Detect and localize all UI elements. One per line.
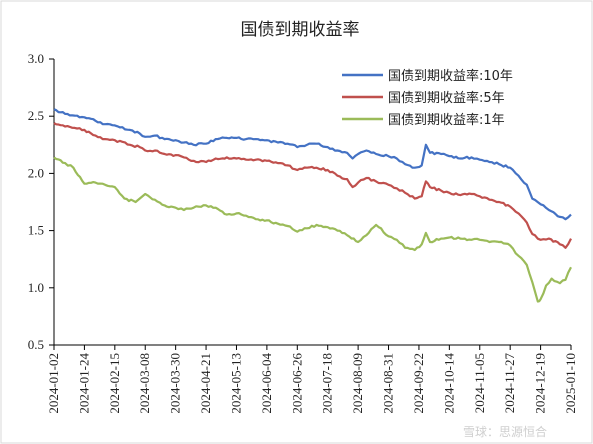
- y-tick-label: 2.0: [28, 165, 44, 180]
- legend-label: 国债到期收益率:1年: [388, 112, 505, 128]
- y-tick-label: 1.0: [28, 280, 44, 295]
- x-tick-label: 2024-11-05: [472, 353, 487, 413]
- x-tick-label: 2024-03-30: [168, 353, 183, 414]
- x-tick-label: 2024-07-18: [320, 353, 335, 414]
- series-line: [53, 156, 572, 303]
- x-tick-label: 2024-08-31: [381, 353, 396, 414]
- chart-title: 国债到期收益率: [241, 20, 360, 40]
- x-tick-label: 2024-01-24: [76, 353, 91, 414]
- x-tick-label: 2024-06-04: [259, 353, 274, 414]
- x-tick-label: 2024-01-02: [46, 353, 61, 414]
- watermark: 雪球：思源恒合: [463, 424, 547, 439]
- x-tick-label: 2024-04-21: [198, 353, 213, 414]
- x-tick-label: 2024-03-08: [137, 353, 152, 414]
- y-tick-label: 0.5: [28, 337, 44, 352]
- x-tick-label: 2024-12-19: [533, 353, 548, 414]
- x-tick-label: 2025-01-10: [563, 353, 578, 414]
- series-line: [53, 122, 572, 249]
- x-tick-label: 2024-02-15: [107, 353, 122, 414]
- legend-label: 国债到期收益率:5年: [388, 90, 505, 106]
- x-tick-label: 2024-05-13: [228, 353, 243, 414]
- series-line: [53, 108, 572, 221]
- y-tick-label: 2.5: [28, 108, 44, 123]
- y-tick-label: 1.5: [28, 223, 44, 238]
- x-tick-label: 2024-09-22: [411, 353, 426, 414]
- series-lines: [53, 108, 572, 303]
- x-tick-label: 2024-10-14: [441, 353, 456, 414]
- x-tick-label: 2024-06-26: [289, 353, 304, 414]
- x-tick-label: 2024-11-27: [502, 353, 517, 414]
- y-tick-label: 3.0: [28, 51, 44, 66]
- x-tick-label: 2024-08-09: [350, 353, 365, 414]
- legend-label: 国债到期收益率:10年: [388, 68, 513, 84]
